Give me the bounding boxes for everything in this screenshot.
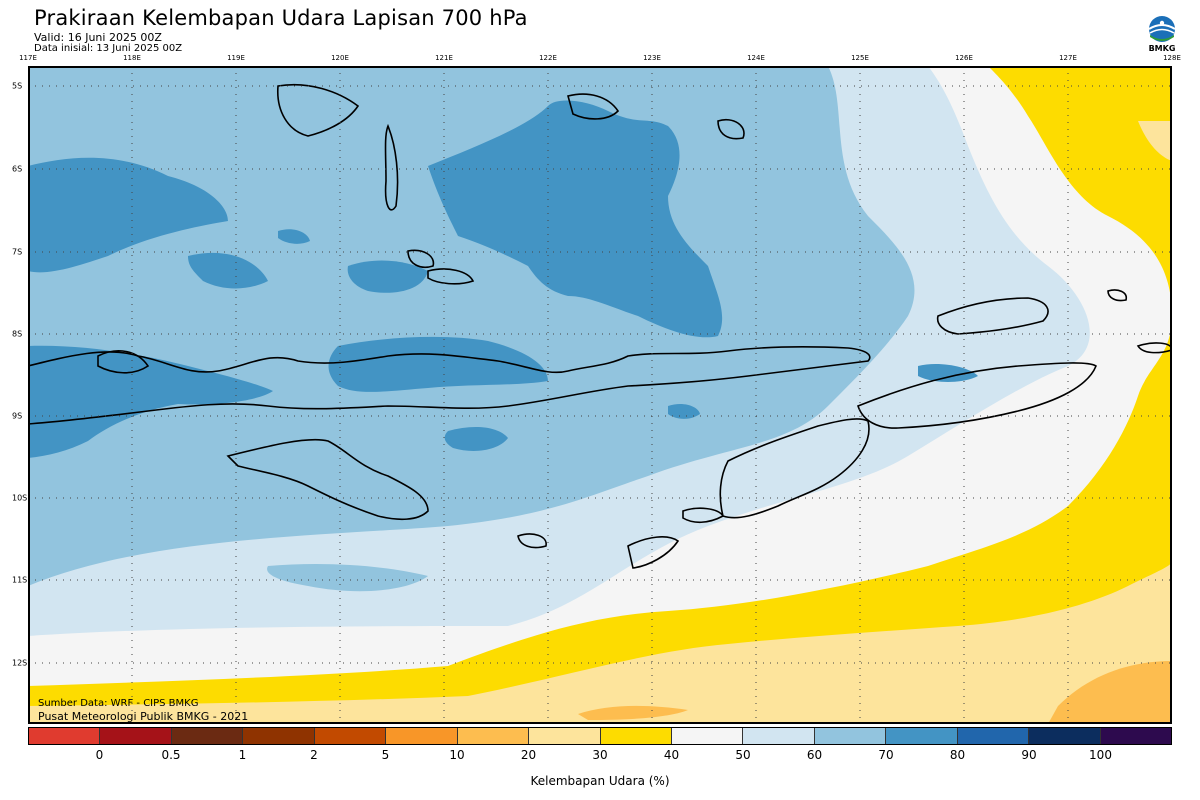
lon-label: 119E [227, 54, 245, 62]
lon-label: 125E [851, 54, 869, 62]
colorbar-tick-label: 70 [878, 748, 894, 762]
colorbar-swatch [743, 728, 815, 744]
colorbar-swatch [957, 728, 1030, 744]
bmkg-logo-icon [1148, 16, 1176, 42]
land-outlines [28, 83, 1172, 569]
lat-label: 7S [12, 247, 23, 257]
colorbar-tick-label: 80 [949, 748, 966, 762]
colorbar-tick-label: 100 [1089, 748, 1112, 762]
publisher: Pusat Meteorologi Publik BMKG - 2021 [38, 710, 249, 723]
lat-label: 5S [12, 81, 23, 91]
colorbar-swatch [529, 728, 601, 744]
lat-label: 10S [12, 493, 28, 503]
colorbar-swatch [457, 728, 530, 744]
lon-label: 121E [435, 54, 453, 62]
colorbar-swatch [386, 728, 458, 744]
grid-lines [28, 66, 1172, 724]
lon-label: 123E [643, 54, 661, 62]
colorbar-swatch [886, 728, 958, 744]
colorbar-title: Kelembapan Udara (%) [530, 774, 670, 788]
valid-time: Valid: 16 Juni 2025 00Z [34, 31, 162, 44]
colorbar-swatch [29, 728, 101, 744]
lon-label: 122E [539, 54, 557, 62]
colorbar-swatch [171, 728, 244, 744]
rh-10-20-zone [1048, 661, 1172, 724]
colorbar-tick-label: 40 [663, 748, 680, 762]
lat-label: 12S [12, 658, 28, 668]
map-title: Prakiraan Kelembapan Udara Lapisan 700 h… [34, 6, 528, 30]
colorbar-swatch [600, 728, 672, 744]
colorbar-swatch [671, 728, 744, 744]
lat-label: 8S [12, 329, 23, 339]
colorbar-swatch [1029, 728, 1101, 744]
lat-label: 9S [12, 411, 23, 421]
colorbar-tick-label: 20 [520, 748, 537, 762]
data-source: Sumber Data: WRF - CIPS BMKG [38, 698, 199, 709]
lat-label: 11S [12, 575, 28, 585]
colorbar-swatch [243, 728, 315, 744]
rh-70-80-zone [28, 157, 228, 273]
colorbar-tick-label: 90 [1021, 748, 1037, 762]
colorbar-tick-label: 2 [310, 748, 318, 762]
colorbar-tick-label: 5 [381, 748, 390, 762]
lon-label: 128E [1163, 54, 1181, 62]
lat-label: 6S [12, 164, 23, 174]
lon-label: 117E [19, 54, 37, 62]
rh-20-30-zone [28, 561, 1172, 724]
colorbar-swatch [814, 728, 887, 744]
colorbar-swatch [314, 728, 387, 744]
lon-label: 126E [955, 54, 973, 62]
rh-40-50-zone [28, 66, 1172, 724]
humidity-map [28, 66, 1172, 724]
colorbar [28, 727, 1172, 745]
colorbar-swatch [1100, 728, 1171, 744]
lon-label: 127E [1059, 54, 1077, 62]
colorbar-tick-label: 30 [592, 748, 608, 762]
colorbar-tick-label: 50 [735, 748, 751, 762]
colorbar-tick-label: 10 [449, 748, 465, 762]
lon-label: 120E [331, 54, 349, 62]
logo-text: BMKG [1148, 44, 1176, 53]
lon-label: 118E [123, 54, 141, 62]
colorbar-swatch [100, 728, 172, 744]
colorbar-tick-label: 0.5 [161, 748, 181, 762]
colorbar-tick-label: 1 [238, 748, 247, 762]
init-time: Data inisial: 13 Juni 2025 00Z [34, 43, 183, 54]
lon-label: 124E [747, 54, 765, 62]
colorbar-tick-label: 60 [806, 748, 823, 762]
colorbar-tick-label: 0 [95, 748, 104, 762]
